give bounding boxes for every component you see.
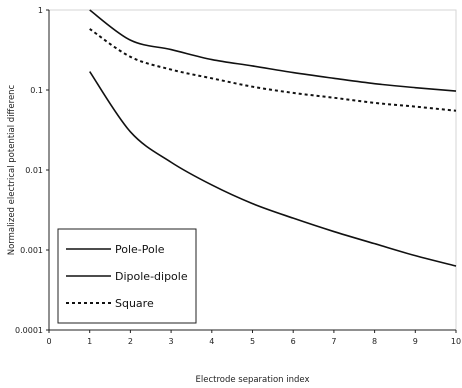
y-axis-title: Normalized electrical potential differen… [7,84,17,255]
y-tick-label: 0.01 [25,166,43,175]
y-tick-label: 0.1 [30,86,43,95]
legend: Pole-Pole Dipole-dipole Square [57,228,197,324]
x-tick-label: 4 [209,337,214,346]
y-tick-label: 0.0001 [15,326,43,335]
series-pole-pole-line [89,9,457,92]
x-tick-label: 10 [451,337,461,346]
x-axis-title: Electrode separation index [195,375,309,385]
x-tick-label: 3 [169,337,174,346]
x-tick-label: 1 [87,337,92,346]
x-tick-label: 8 [372,337,377,346]
x-tick-label: 0 [46,337,51,346]
x-tick-label: 5 [250,337,255,346]
x-tick-label: 6 [291,337,296,346]
axes [46,9,457,333]
series-layer [89,9,457,267]
legend-label-dipole-dipole: Dipole-dipole [115,270,188,283]
x-tick-label: 9 [413,337,418,346]
series-square-line [89,28,457,112]
y-tick-label: 0.001 [20,246,43,255]
tick-labels: 0 1 2 3 4 5 6 7 8 9 10 0.0001 0.001 0.01 0.1 1 [15,6,461,346]
legend-label-square: Square [115,297,154,310]
y-tick-label: 1 [38,6,43,15]
legend-label-pole-pole: Pole-Pole [115,243,165,256]
x-tick-label: 7 [331,337,336,346]
series-dipole-dipole-line [89,71,457,267]
x-tick-label: 2 [128,337,133,346]
